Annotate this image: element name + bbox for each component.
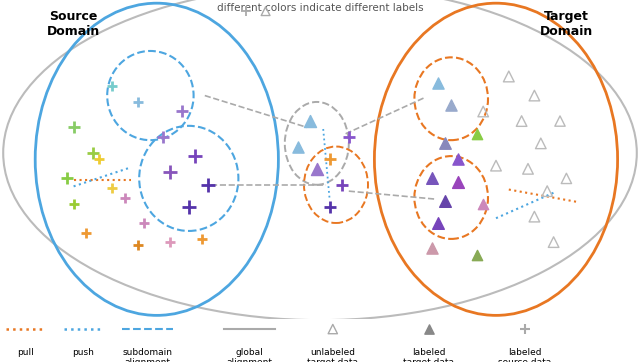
- Point: [561, 176, 572, 181]
- Point: [139, 220, 149, 226]
- Point: [312, 166, 322, 172]
- Point: [440, 198, 450, 203]
- Text: Target
Domain: Target Domain: [540, 9, 593, 38]
- Point: [424, 326, 434, 332]
- Point: [324, 156, 335, 162]
- Point: [107, 185, 117, 191]
- Point: [132, 243, 143, 248]
- Text: pull: pull: [17, 348, 34, 357]
- Point: [241, 8, 252, 14]
- Point: [516, 118, 527, 124]
- Point: [107, 83, 117, 89]
- Point: [68, 125, 79, 130]
- Point: [440, 140, 450, 146]
- Point: [548, 239, 559, 245]
- Point: [260, 8, 271, 14]
- Point: [62, 176, 72, 181]
- Point: [120, 195, 130, 201]
- Point: [491, 163, 501, 169]
- Point: [472, 252, 482, 258]
- Point: [164, 169, 175, 175]
- Point: [324, 204, 335, 210]
- Point: [523, 166, 533, 172]
- Point: [132, 99, 143, 105]
- Point: [344, 134, 354, 140]
- Text: push: push: [72, 348, 94, 357]
- Point: [184, 204, 194, 210]
- Point: [177, 109, 188, 114]
- Text: different colors indicate different labels: different colors indicate different labe…: [217, 3, 423, 13]
- Point: [542, 188, 552, 194]
- Point: [328, 326, 338, 332]
- Text: global
alignment: global alignment: [227, 348, 273, 362]
- Point: [478, 109, 488, 114]
- Point: [68, 201, 79, 207]
- Text: labeled
target data: labeled target data: [403, 348, 454, 362]
- Point: [472, 131, 482, 137]
- Point: [452, 156, 463, 162]
- Text: unlabeled
target data: unlabeled target data: [307, 348, 358, 362]
- Point: [504, 73, 514, 79]
- Text: subdomain
alignment: subdomain alignment: [122, 348, 172, 362]
- Point: [520, 326, 530, 332]
- Point: [164, 239, 175, 245]
- Point: [81, 230, 92, 235]
- Point: [433, 80, 444, 86]
- Point: [536, 140, 546, 146]
- Point: [196, 236, 207, 242]
- Point: [427, 245, 437, 251]
- Point: [446, 102, 456, 108]
- Point: [88, 150, 98, 156]
- Point: [529, 214, 540, 219]
- Point: [305, 118, 316, 124]
- Point: [158, 134, 168, 140]
- Text: labeled
source data: labeled source data: [498, 348, 552, 362]
- Point: [433, 220, 444, 226]
- Point: [452, 179, 463, 185]
- Point: [427, 176, 437, 181]
- Point: [292, 144, 303, 150]
- Point: [190, 153, 200, 159]
- Point: [337, 182, 348, 188]
- Point: [529, 93, 540, 98]
- Point: [555, 118, 565, 124]
- Point: [203, 182, 213, 188]
- Point: [94, 156, 104, 162]
- Point: [478, 201, 488, 207]
- Text: Source
Domain: Source Domain: [47, 9, 100, 38]
